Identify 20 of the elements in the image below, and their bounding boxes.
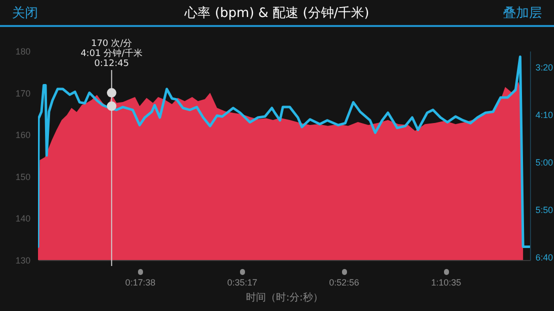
y-tick-label: 160	[15, 130, 30, 140]
x-tick-label: 0:52:56	[329, 278, 360, 288]
y-tick-label: 150	[15, 172, 30, 182]
text: 关闭	[12, 5, 38, 22]
chart-title: 心率 (bpm) & 配速 (分钟/千米)	[184, 6, 370, 21]
y2-tick-label: 6:40	[536, 252, 554, 263]
x-tick-label: 0:35:17	[227, 278, 258, 288]
y2-tick-label: 3:20	[536, 62, 554, 73]
y-tick-label: 170	[15, 88, 30, 98]
x-tick-label: 1:10:35	[431, 278, 462, 288]
x-tick-label: 0:17:38	[125, 278, 156, 288]
y-tick-label: 130	[15, 256, 30, 266]
y-tick-label: 180	[15, 46, 30, 56]
y2-tick-label: 5:50	[536, 205, 554, 216]
text: 叠加层	[503, 5, 542, 22]
y2-tick-label: 4:10	[536, 110, 554, 120]
x-axis-title: 时间（时:分:秒）	[246, 292, 323, 304]
y2-tick-label: 5:00	[536, 158, 554, 168]
y-tick-label: 140	[15, 214, 30, 224]
annotation: 170 次/分 4:01 分钟/千米 0:12:45	[80, 38, 143, 69]
